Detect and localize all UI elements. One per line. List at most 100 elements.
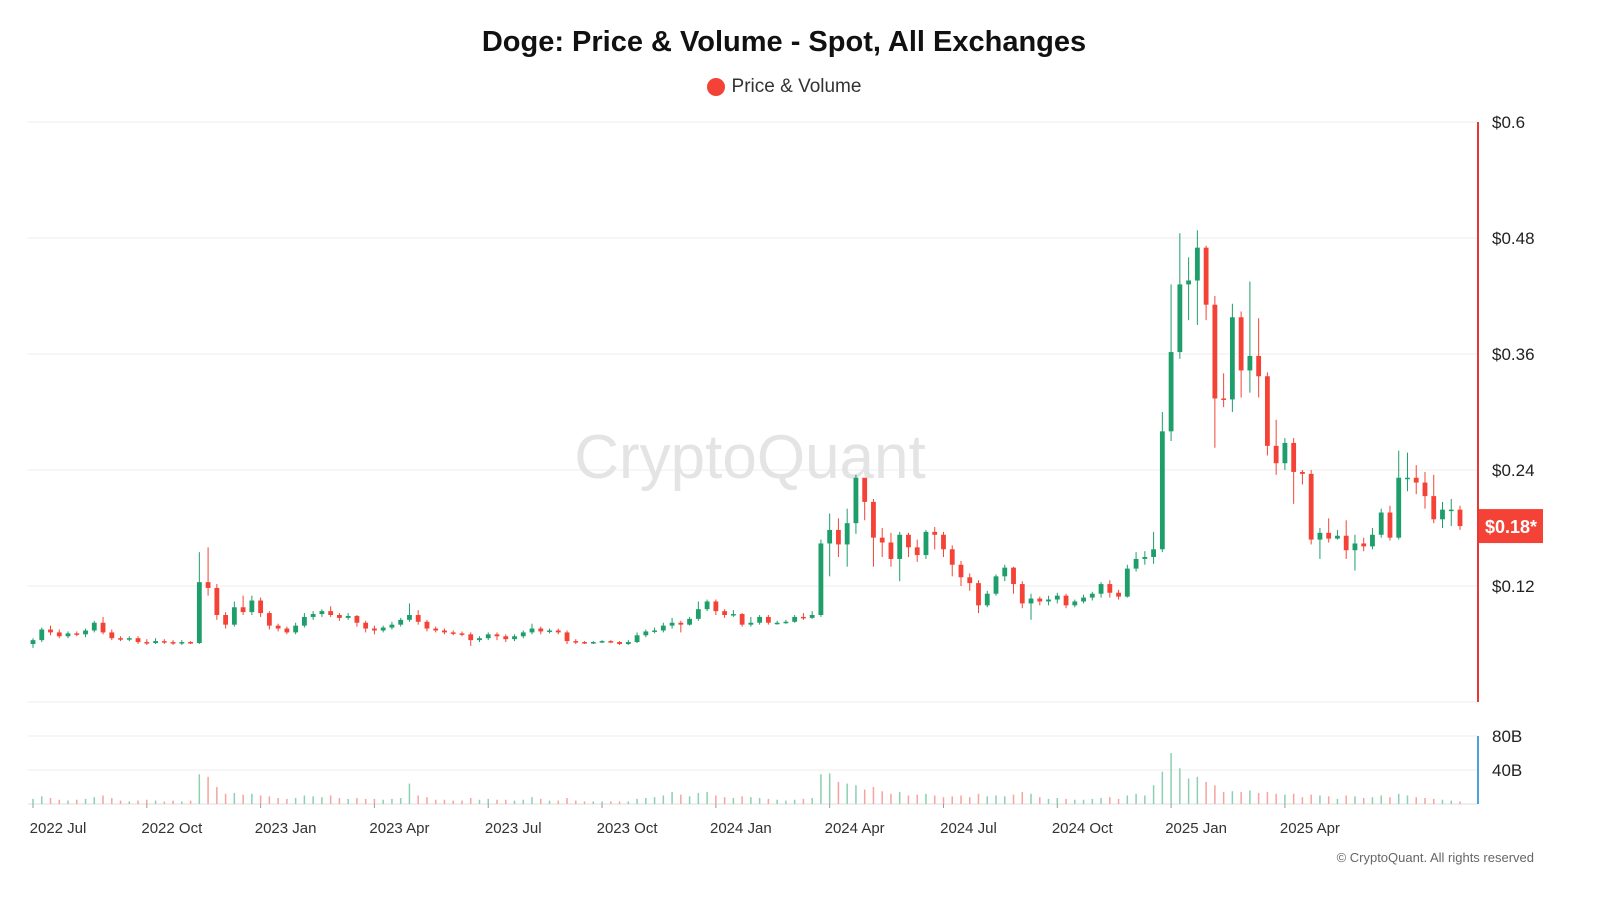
candle-body bbox=[582, 642, 587, 644]
volume-bar bbox=[1187, 778, 1190, 804]
volume-bar bbox=[128, 801, 131, 804]
candle-body bbox=[1326, 532, 1332, 539]
candle-body bbox=[871, 501, 876, 538]
volume-bar bbox=[84, 798, 87, 804]
candle-body bbox=[1124, 568, 1130, 597]
volume-bar bbox=[960, 795, 962, 804]
candle-body bbox=[538, 628, 544, 632]
candle-body bbox=[1457, 509, 1463, 527]
volume-bar bbox=[1380, 795, 1382, 804]
candle-body bbox=[1273, 445, 1279, 464]
candle-body bbox=[800, 616, 806, 619]
volume-bar bbox=[1301, 797, 1304, 804]
candle-body bbox=[941, 534, 946, 550]
candle-body bbox=[1046, 599, 1051, 602]
candle-body bbox=[529, 628, 535, 633]
candle-body bbox=[836, 529, 841, 545]
candle-body bbox=[372, 628, 377, 631]
candle-body bbox=[30, 640, 36, 644]
volume-bar bbox=[1161, 771, 1164, 804]
volume-bar bbox=[618, 801, 621, 804]
volume-bar bbox=[391, 798, 393, 804]
candle-body bbox=[512, 636, 517, 640]
volume-bar bbox=[233, 792, 236, 804]
candle-body bbox=[1431, 496, 1437, 520]
candle-body bbox=[1221, 398, 1227, 400]
current-price-badge bbox=[1479, 509, 1543, 544]
volume-bar bbox=[977, 793, 980, 804]
volume-bar bbox=[513, 800, 516, 804]
volume-bar bbox=[1074, 799, 1076, 804]
candle-body bbox=[1028, 598, 1034, 604]
volume-bar bbox=[1012, 794, 1015, 804]
volume-bar bbox=[1152, 785, 1155, 804]
volume-bar bbox=[1109, 797, 1111, 804]
candle-body bbox=[1370, 534, 1375, 547]
volume-bar bbox=[1389, 797, 1391, 804]
candle-body bbox=[424, 621, 430, 629]
volume-bar bbox=[785, 800, 787, 804]
volume-bar bbox=[828, 773, 831, 804]
volume-bar bbox=[1205, 781, 1207, 804]
candle-body bbox=[170, 642, 176, 644]
volume-bar bbox=[426, 797, 428, 804]
candle-body bbox=[862, 477, 868, 502]
volume-bar bbox=[1292, 793, 1295, 804]
candle-body bbox=[415, 615, 421, 622]
volume-bar bbox=[1424, 798, 1426, 804]
volume-bar bbox=[58, 799, 61, 804]
volume-bar bbox=[802, 798, 805, 804]
candle-body bbox=[48, 629, 53, 633]
volume-bar bbox=[1327, 796, 1330, 804]
candle-body bbox=[468, 634, 474, 641]
candle-body bbox=[809, 615, 815, 618]
candle-body bbox=[634, 635, 640, 643]
volume-bar bbox=[872, 787, 875, 804]
volume-bar bbox=[1406, 795, 1409, 804]
candle-body bbox=[792, 616, 798, 622]
candle-body bbox=[284, 628, 290, 633]
volume-bar bbox=[1441, 799, 1444, 804]
candle-body bbox=[520, 632, 526, 637]
candle-body bbox=[459, 633, 465, 635]
x-tick-label: 2024 Jul bbox=[940, 820, 997, 837]
volume-bar bbox=[268, 796, 271, 804]
candle-body bbox=[1072, 601, 1078, 606]
volume-bars bbox=[32, 753, 1461, 804]
volume-bar bbox=[1459, 801, 1461, 804]
volume-bar bbox=[767, 798, 770, 804]
volume-bar bbox=[242, 794, 244, 804]
volume-bar bbox=[706, 792, 708, 804]
volume-bar bbox=[373, 798, 376, 804]
volume-bar bbox=[364, 798, 367, 804]
candle-body bbox=[555, 630, 561, 633]
volume-bar bbox=[732, 798, 735, 804]
candle-body bbox=[827, 529, 833, 544]
x-tick-label: 2025 Jan bbox=[1165, 820, 1227, 837]
candle-body bbox=[1186, 280, 1192, 285]
volume-bar bbox=[408, 783, 411, 804]
candle-body bbox=[1151, 549, 1156, 557]
volume-tick-label: 40B bbox=[1492, 761, 1522, 780]
candle-body bbox=[1133, 558, 1139, 569]
candle-body bbox=[783, 621, 789, 624]
candle-body bbox=[1317, 532, 1323, 540]
candle-body bbox=[774, 622, 780, 625]
volume-bar bbox=[146, 799, 148, 804]
candle-body bbox=[293, 625, 299, 633]
candle-body bbox=[1387, 512, 1393, 538]
volume-bar bbox=[793, 799, 796, 804]
candle-body bbox=[442, 630, 447, 633]
legend[interactable]: Price & Volume bbox=[0, 76, 1568, 98]
candle-body bbox=[1422, 482, 1428, 497]
candle-body bbox=[739, 614, 745, 625]
candle-body bbox=[914, 547, 920, 556]
volume-bar bbox=[1222, 792, 1225, 804]
candle-body bbox=[100, 622, 106, 633]
volume-bar bbox=[881, 791, 883, 804]
volume-bar bbox=[557, 800, 560, 804]
price-tick-label: $0.12 bbox=[1492, 577, 1535, 596]
volume-bar bbox=[1354, 796, 1356, 804]
candle-body bbox=[1405, 477, 1410, 480]
